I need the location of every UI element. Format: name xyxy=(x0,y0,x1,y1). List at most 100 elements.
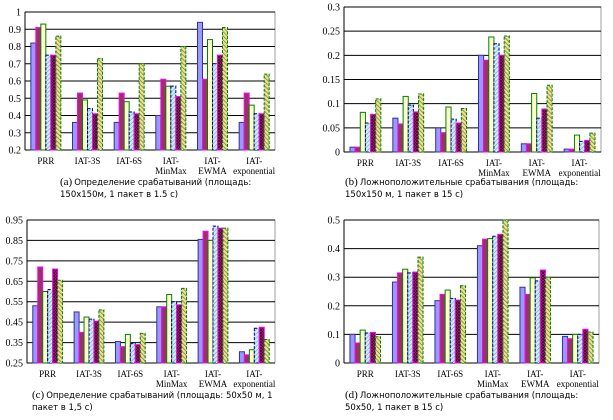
bar-b-3-1 xyxy=(483,59,490,153)
caption-d: (d) Ложноположительные срабатывания (площ… xyxy=(345,389,579,413)
x-tick-label: IAT-MinMax xyxy=(477,369,509,389)
bar-d-2-2 xyxy=(444,289,451,364)
y-tick-label: 0 xyxy=(335,359,340,370)
bar-b-0-3 xyxy=(364,122,372,153)
bar-c-4-1 xyxy=(202,230,209,364)
bar-d-5-1 xyxy=(567,338,574,364)
bar-b-4-2 xyxy=(531,93,538,153)
bar-a-4-2 xyxy=(207,39,213,151)
bar-c-3-3 xyxy=(171,301,178,364)
x-tick-label: IAT-MinMax xyxy=(155,156,187,176)
bar-b-3-3 xyxy=(493,43,500,153)
bar-d-3-4 xyxy=(497,233,504,364)
bar-c-3-2 xyxy=(166,294,173,364)
y-tick-label: 0 xyxy=(335,148,340,159)
y-tick-label: 0.3 xyxy=(328,273,341,284)
x-tick-label: IAT-exponential xyxy=(233,369,275,389)
bar-d-0-5 xyxy=(374,336,382,364)
bar-a-2-5 xyxy=(138,63,145,151)
x-tick-label: IAT-6S xyxy=(437,369,463,379)
bar-a-1-1 xyxy=(77,92,83,151)
y-tick-label: 0.3 xyxy=(9,128,22,139)
bar-b-4-0 xyxy=(520,143,527,153)
bar-d-5-4 xyxy=(582,328,589,364)
bar-d-5-3 xyxy=(577,333,584,364)
bar-c-3-5 xyxy=(181,287,188,364)
plot-frame xyxy=(343,219,600,364)
bar-a-1-4 xyxy=(92,113,98,151)
y-tick-label: 0.85 xyxy=(6,236,24,247)
bar-b-0-4 xyxy=(370,113,377,153)
x-tick-label: IAT-exponential xyxy=(557,369,599,389)
bar-c-5-0 xyxy=(238,351,245,364)
bar-b-1-5 xyxy=(418,93,425,153)
bar-d-0-0 xyxy=(349,333,356,364)
x-tick-label: IAT-3S xyxy=(395,158,421,168)
y-tick-label: 0.55 xyxy=(6,297,24,308)
bar-a-5-3 xyxy=(253,113,260,151)
bar-a-4-5 xyxy=(222,27,228,151)
x-tick-label: IAT-exponential xyxy=(233,156,275,176)
y-tick-label: 0.9 xyxy=(9,25,22,36)
bar-a-0-0 xyxy=(30,42,37,151)
bar-d-1-5 xyxy=(417,256,424,364)
bar-a-5-1 xyxy=(243,92,250,151)
y-tick-label: 0.4 xyxy=(9,111,22,122)
y-tick-label: 0.95 xyxy=(6,216,24,227)
y-tick-label: 0.2 xyxy=(328,301,341,312)
chart-c: 0.25 0.35 0.45 0.55 0.65 0.75 0.85 0.95 PRR IAT-3… xyxy=(6,216,276,390)
bar-c-0-4 xyxy=(52,268,59,364)
x-tick-label: IAT-6S xyxy=(438,158,464,168)
x-tick-label: IAT-3S xyxy=(76,369,102,379)
y-tick-label: 0.75 xyxy=(6,256,24,267)
bar-d-2-1 xyxy=(439,293,446,364)
bar-b-5-5 xyxy=(589,132,596,153)
bar-b-2-5 xyxy=(460,108,468,153)
bar-b-1-0 xyxy=(392,117,399,153)
bar-c-4-4 xyxy=(217,227,224,364)
bar-d-2-4 xyxy=(454,299,461,364)
y-tick-label: 0.25 xyxy=(323,27,341,38)
bar-c-2-0 xyxy=(114,341,121,364)
bar-b-3-0 xyxy=(477,54,485,153)
bar-d-3-1 xyxy=(482,238,489,364)
y-tick-label: 0.25 xyxy=(6,359,24,370)
bar-d-1-1 xyxy=(397,272,404,364)
y-tick-label: 0.1 xyxy=(328,99,341,110)
x-tick-label: IAT-MinMax xyxy=(478,158,510,178)
bar-a-0-4 xyxy=(50,54,57,151)
bar-a-3-0 xyxy=(155,115,162,151)
y-tick-label: 1 xyxy=(16,8,21,19)
y-tick-label: 0.35 xyxy=(6,338,24,349)
bar-b-2-3 xyxy=(450,118,457,153)
bar-c-0-2 xyxy=(42,291,49,364)
bar-c-4-2 xyxy=(207,239,214,364)
bar-a-5-2 xyxy=(248,104,255,151)
bar-b-4-1 xyxy=(525,143,533,153)
bar-d-0-3 xyxy=(364,332,371,364)
x-tick-label: IAT-EWMA xyxy=(523,158,552,178)
bar-a-3-4 xyxy=(175,96,182,151)
bar-c-2-3 xyxy=(129,343,136,364)
bar-a-1-5 xyxy=(97,58,103,151)
bar-b-4-3 xyxy=(536,117,543,153)
bar-a-5-5 xyxy=(263,73,270,151)
chart-b: 0 0.05 0.1 0.15 0.2 0.25 0.3 PRR IAT-3S IAT-6S IAT… xyxy=(323,3,602,178)
chart-d: 0 0.1 0.2 0.3 0.4 0.5 PRR IAT-3S IAT-6S IAT-MinMa… xyxy=(328,216,600,389)
x-tick-label: IAT-6S xyxy=(117,369,143,379)
bar-d-0-1 xyxy=(354,342,361,364)
bar-b-0-2 xyxy=(359,111,366,153)
y-tick-label: 0.4 xyxy=(328,244,341,255)
bar-a-4-3 xyxy=(212,63,218,151)
y-tick-label: 0.5 xyxy=(328,216,341,227)
bar-d-4-1 xyxy=(524,293,531,364)
bar-c-5-3 xyxy=(253,327,260,364)
bar-c-3-4 xyxy=(176,304,183,364)
bar-b-1-3 xyxy=(407,104,414,153)
bar-b-1-1 xyxy=(397,123,404,153)
bar-c-2-1 xyxy=(119,346,126,364)
bar-d-1-3 xyxy=(407,272,414,364)
bar-d-1-4 xyxy=(412,271,419,364)
y-tick-label: 0.6 xyxy=(9,77,22,88)
